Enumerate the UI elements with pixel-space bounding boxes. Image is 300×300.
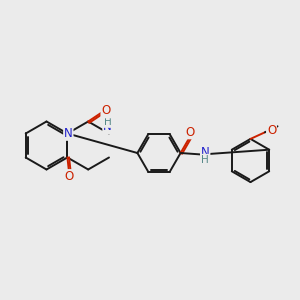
Text: H: H: [103, 117, 111, 127]
Text: H: H: [201, 154, 209, 165]
Text: O: O: [186, 125, 195, 139]
Text: N: N: [64, 127, 73, 140]
Text: O: O: [267, 124, 276, 137]
Text: O: O: [64, 170, 74, 183]
Text: N: N: [201, 146, 210, 160]
Text: N: N: [103, 120, 112, 134]
Text: O: O: [101, 104, 110, 118]
